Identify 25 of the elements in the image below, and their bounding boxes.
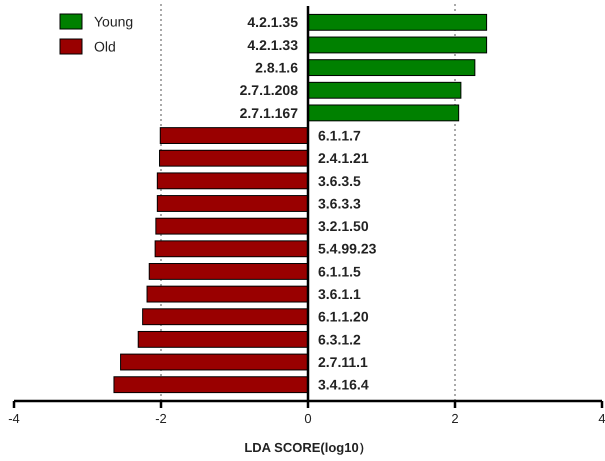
legend-label: Old: [94, 38, 116, 54]
x-tick-label: 0: [304, 411, 312, 426]
y-tick-label: 2.7.1.167: [240, 104, 298, 121]
x-tick-label: 2: [451, 411, 459, 426]
y-tick-label: 3.4.16.4: [318, 376, 369, 393]
y-tick-label: 6.1.1.5: [318, 263, 362, 280]
y-tick-label: 2.7.1.208: [240, 82, 298, 98]
legend-label: Young: [94, 13, 134, 30]
y-tick-label: 6.3.1.2: [318, 331, 362, 348]
x-tick-label: -2: [155, 411, 167, 426]
x-tick-label: -4: [8, 411, 20, 426]
y-tick-label: 3.6.3.3: [318, 195, 362, 212]
y-tick-label: 6.1.1.7: [318, 127, 362, 144]
y-tick-label: 2.4.1.21: [318, 150, 369, 166]
y-tick-label: 5.4.99.23: [318, 240, 377, 257]
y-tick-label: 6.1.1.20: [318, 308, 369, 325]
y-tick-label: 2.7.11.1: [318, 354, 368, 370]
y-tick-label: 4.2.1.33: [247, 36, 298, 53]
y-tick-label: 3.6.3.5: [318, 172, 362, 189]
x-axis-title: LDA SCORE(log10）: [244, 440, 372, 455]
y-tick-label: 4.2.1.35: [247, 14, 298, 30]
y-tick-label: 2.8.1.6: [255, 60, 298, 76]
y-tick-label: 3.6.1.1: [318, 286, 362, 302]
x-tick-label: 4: [598, 411, 605, 426]
y-tick-label: 3.2.1.50: [318, 218, 369, 234]
